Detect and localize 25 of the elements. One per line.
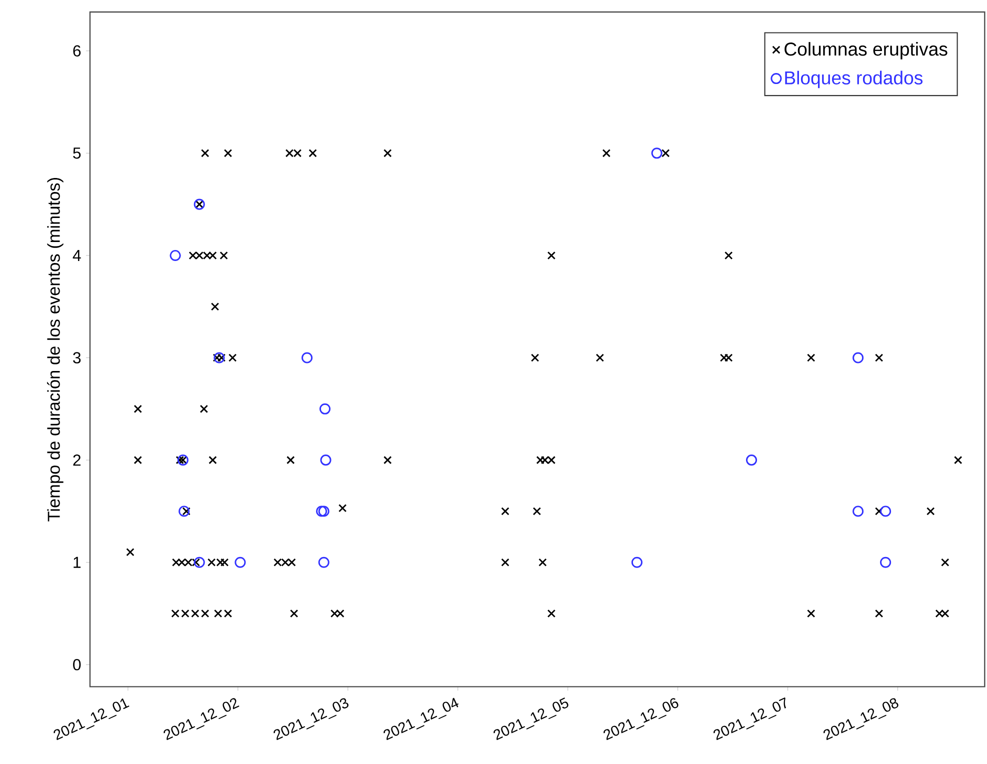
legend-label: Bloques rodados <box>785 70 923 88</box>
y-tick-label: 3 <box>73 352 81 364</box>
point <box>214 352 225 364</box>
y-tick-label: 1 <box>74 556 81 568</box>
point <box>319 403 331 414</box>
point <box>746 454 758 466</box>
y-tick-label: 2 <box>73 454 81 466</box>
point <box>302 352 313 364</box>
y-tick-label: 4 <box>72 250 81 261</box>
point <box>234 556 246 568</box>
y-tick-label: 0 <box>73 659 81 670</box>
point <box>320 454 332 466</box>
legend-label: Columnas eruptivas <box>784 42 948 60</box>
point <box>852 506 864 517</box>
y-tick-label: 5 <box>73 148 81 159</box>
y-tick-label: 6 <box>73 45 81 56</box>
point <box>318 556 330 568</box>
point <box>880 506 892 517</box>
point <box>170 250 181 261</box>
y-axis-title: Tiempo de duración de los eventos (minutos) <box>47 178 64 522</box>
point <box>631 556 642 568</box>
point <box>651 148 662 159</box>
point <box>852 352 864 364</box>
point <box>178 506 190 517</box>
point <box>880 556 892 568</box>
